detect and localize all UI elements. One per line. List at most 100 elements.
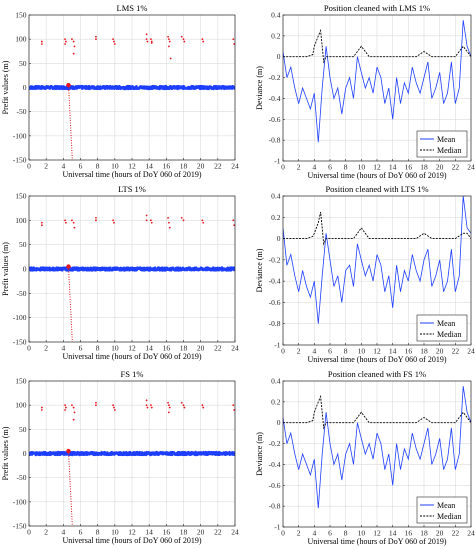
- plot-frame: [282, 380, 472, 528]
- outlier-point: [65, 406, 67, 409]
- x-tick-label: 14: [389, 347, 397, 356]
- y-tick-label: -0.6: [269, 115, 281, 124]
- y-axis-label: Prefit values (m): [1, 60, 10, 114]
- x-tick-label: 0: [281, 163, 285, 172]
- x-tick-label: 18: [420, 163, 428, 172]
- legend: Mean Median: [416, 130, 468, 158]
- legend: Mean Median: [416, 496, 468, 524]
- y-tick-label: -150: [13, 522, 27, 531]
- y-tick-label: -150: [13, 156, 27, 165]
- outlier-point: [145, 219, 148, 222]
- outlier-point: [201, 219, 204, 222]
- drop-point: [66, 448, 71, 454]
- x-tick-label: 12: [128, 528, 136, 537]
- legend: Mean Median: [416, 314, 468, 342]
- outlier-point: [95, 401, 97, 404]
- x-tick-label: 0: [27, 162, 31, 171]
- x-tick-label: 24: [467, 529, 475, 538]
- x-tick-label: 12: [128, 162, 136, 171]
- outlier-point: [72, 40, 75, 43]
- x-tick-label: 16: [405, 163, 413, 172]
- y-tick-label: 0: [277, 52, 281, 61]
- x-tick-label: 16: [163, 528, 171, 537]
- x-tick-label: 16: [163, 344, 171, 353]
- x-tick-label: 2: [297, 163, 301, 172]
- x-tick-label: 10: [111, 344, 119, 353]
- outlier-point: [150, 406, 153, 409]
- data-layer: [29, 399, 235, 526]
- outlier-point: [64, 409, 66, 411]
- outlier-point: [64, 43, 66, 45]
- x-axis-label: Universal time (hours of DoY 060 of 2019…: [307, 355, 446, 364]
- outlier-point: [233, 409, 235, 411]
- x-tick-label: 4: [61, 162, 65, 171]
- data-layer: [283, 386, 471, 509]
- outlier-point: [180, 217, 183, 219]
- outlier-point: [182, 38, 185, 41]
- x-tick-label: 4: [312, 347, 316, 356]
- x-axis-label: Universal time (hours of DoY 060 of 2019…: [307, 537, 446, 546]
- outlier-point: [65, 40, 67, 43]
- x-tick-label: 20: [436, 529, 444, 538]
- x-tick-label: 14: [145, 528, 153, 537]
- x-tick-label: 8: [96, 528, 100, 537]
- fs-position-panel: 0 2 4 6 8 10 12 14 16 18 20 22 24-1-0.8-0.6-0.4-0.20…: [255, 369, 475, 546]
- outlier-point: [95, 404, 97, 407]
- series-line-median: [283, 394, 471, 430]
- outlier-point: [113, 43, 116, 45]
- data-layer: [29, 33, 235, 160]
- outlier-point: [112, 38, 115, 41]
- x-tick-label: 6: [328, 347, 332, 356]
- y-tick-label: -0.2: [269, 73, 281, 82]
- outlier-point: [40, 406, 43, 409]
- chart-title: FS 1%: [121, 369, 144, 379]
- x-tick-label: 20: [197, 162, 205, 171]
- outlier-point: [95, 35, 97, 38]
- outlier-point: [40, 43, 43, 45]
- x-tick-label: 8: [344, 529, 348, 538]
- outlier-point: [113, 406, 115, 409]
- series-line-mean: [283, 196, 471, 324]
- y-tick-label: 0: [277, 234, 281, 243]
- outlier-point: [180, 401, 183, 404]
- y-axis-label: Deviance (m): [255, 432, 264, 476]
- outlier-point: [201, 404, 204, 407]
- legend-label: Mean: [437, 319, 455, 328]
- outlier-point: [145, 404, 148, 407]
- outlier-point: [73, 45, 76, 48]
- drop-trace: [67, 451, 73, 526]
- legend-box: [416, 314, 468, 342]
- outlier-point: [150, 40, 153, 43]
- chart-title: LTS 1%: [118, 184, 146, 194]
- outlier-point: [40, 221, 43, 224]
- x-tick-label: 2: [44, 344, 48, 353]
- legend-label: Median: [437, 512, 461, 521]
- outlier-point: [73, 226, 76, 229]
- outlier-point: [146, 406, 149, 409]
- x-tick-label: 14: [145, 162, 153, 171]
- outlier-point: [202, 221, 205, 224]
- x-tick-label: 4: [61, 528, 65, 537]
- outlier-point: [72, 418, 75, 421]
- outlier-point: [146, 40, 149, 43]
- y-tick-label: -0.4: [269, 94, 281, 103]
- x-tick-label: 20: [197, 344, 205, 353]
- outlier-point: [202, 40, 205, 43]
- x-tick-label: 16: [405, 347, 413, 356]
- y-tick-label: 150: [15, 11, 27, 20]
- y-axis-label: Deviance (m): [255, 248, 264, 292]
- lts-prefit-panel: 0 2 4 6 8 10 12 14 16 18 20 22 24-150-100-5005010015…: [1, 184, 239, 361]
- outlier-point: [232, 404, 235, 407]
- outlier-point: [149, 404, 152, 407]
- y-tick-label: -100: [13, 131, 27, 140]
- x-tick-label: 18: [180, 344, 188, 353]
- x-tick-label: 20: [436, 163, 444, 172]
- outlier-point: [95, 38, 97, 41]
- chart-title: Position cleaned with FS 1%: [328, 369, 426, 379]
- outlier-point: [71, 219, 73, 222]
- y-tick-label: 0.4: [271, 11, 281, 20]
- outlier-point: [73, 411, 76, 414]
- x-tick-label: 20: [197, 528, 205, 537]
- series-line-mean: [283, 20, 471, 143]
